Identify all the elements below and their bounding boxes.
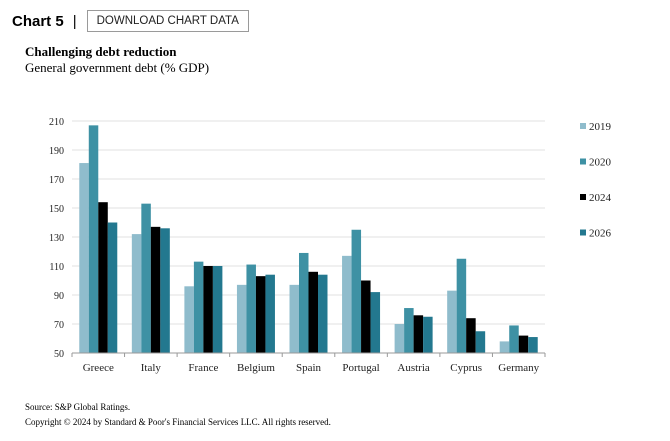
- bar-2020-spain: [299, 252, 309, 353]
- bar-2024-cyprus: [466, 318, 476, 353]
- x-tick-label: Spain: [296, 362, 322, 374]
- y-tick-label: 50: [54, 349, 64, 360]
- y-tick-label: 70: [54, 320, 64, 331]
- bar-2019-greece: [79, 163, 89, 353]
- source-note: Source: S&P Global Ratings.: [25, 402, 131, 412]
- legend-swatch-2020: [580, 158, 586, 165]
- bar-2026-germany: [528, 337, 538, 353]
- chart-number-label: Chart 5: [12, 12, 64, 30]
- bar-2026-cyprus: [475, 331, 486, 353]
- bar-2020-austria: [404, 308, 414, 353]
- bar-2019-france: [184, 286, 194, 353]
- x-tick-label: Portugal: [342, 362, 379, 374]
- bar-2020-portugal: [351, 229, 362, 353]
- bar-2020-france: [193, 261, 204, 353]
- bar-2024-spain: [308, 271, 318, 353]
- legend-label-2020: 2020: [589, 157, 612, 169]
- bar-2026-greece: [107, 222, 118, 353]
- legend-swatch-2024: [580, 194, 586, 200]
- bar-2026-france: [212, 266, 223, 353]
- bar-2020-cyprus: [456, 258, 467, 353]
- y-tick-label: 170: [49, 175, 64, 186]
- legend-label-2024: 2024: [589, 192, 612, 204]
- bar-2024-portugal: [361, 280, 371, 353]
- bar-2019-portugal: [342, 255, 352, 353]
- y-tick-label: 110: [49, 262, 64, 273]
- legend-label-2019: 2019: [589, 121, 612, 133]
- bar-2020-greece: [88, 125, 99, 353]
- bar-2026-belgium: [265, 274, 275, 353]
- bar-2026-portugal: [370, 292, 381, 353]
- x-tick-label: Cyprus: [450, 362, 482, 374]
- x-tick-label: Austria: [397, 362, 430, 374]
- legend-label-2026: 2026: [589, 228, 612, 240]
- bar-2019-germany: [499, 341, 510, 353]
- y-tick-label: 210: [49, 117, 64, 128]
- bar-2020-germany: [509, 325, 519, 353]
- legend-swatch-2019: [580, 123, 586, 129]
- bar-2020-italy: [141, 203, 151, 353]
- bar-2019-italy: [131, 234, 142, 353]
- y-tick-label: 130: [49, 233, 64, 244]
- y-tick-label: 190: [49, 146, 64, 157]
- x-tick-label: France: [188, 362, 218, 374]
- bar-2024-belgium: [255, 276, 266, 353]
- x-tick-label: Greece: [83, 362, 114, 374]
- bar-2024-italy: [150, 226, 161, 353]
- legend-swatch-2026: [580, 229, 586, 236]
- bar-2026-austria: [423, 316, 433, 353]
- y-tick-label: 150: [49, 204, 64, 215]
- y-tick-label: 90: [54, 291, 64, 302]
- x-tick-label: Germany: [498, 362, 539, 374]
- bar-2019-austria: [394, 324, 405, 353]
- x-tick-label: Belgium: [237, 362, 275, 374]
- bar-2026-italy: [160, 228, 170, 353]
- chart-subtitle: General government debt (% GDP): [25, 60, 210, 75]
- bar-2024-greece: [98, 202, 108, 353]
- x-tick-label: Italy: [141, 362, 162, 374]
- bar-2024-france: [203, 266, 213, 353]
- chart-title: Challenging debt reduction: [25, 44, 177, 59]
- bar-2019-belgium: [236, 284, 247, 353]
- chart-header: Chart 5 | DOWNLOAD CHART DATA: [12, 9, 249, 33]
- bar-2020-belgium: [246, 264, 256, 353]
- copyright-note: Copyright © 2024 by Standard & Poor's Fi…: [25, 417, 331, 427]
- bar-2026-spain: [318, 274, 328, 353]
- bar-2024-austria: [413, 315, 424, 353]
- header-separator: |: [72, 12, 77, 30]
- bar-2019-cyprus: [447, 290, 457, 353]
- bar-2019-spain: [289, 284, 299, 353]
- bar-2024-germany: [518, 335, 529, 353]
- download-chart-data-button[interactable]: DOWNLOAD CHART DATA: [86, 10, 249, 32]
